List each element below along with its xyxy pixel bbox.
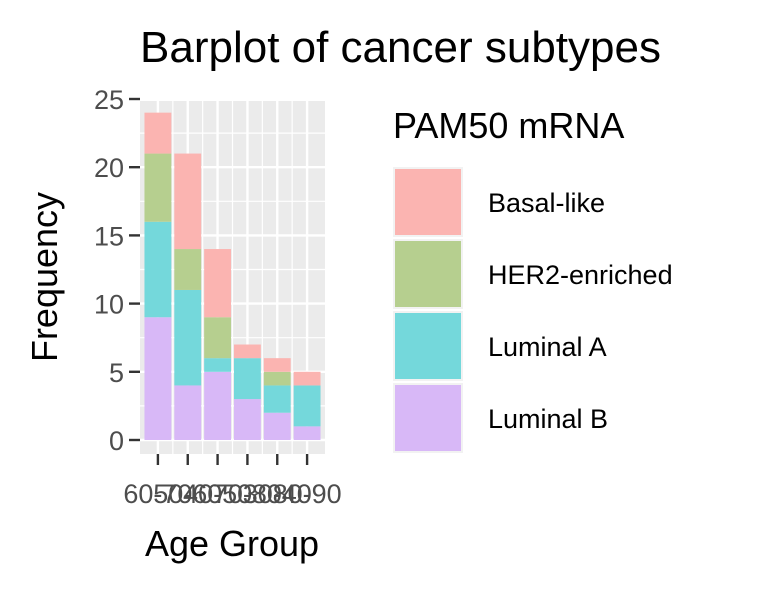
x-tick-label: 70-80: [213, 479, 282, 509]
x-tick-label: 80-90: [273, 479, 342, 509]
bar-segment: [204, 371, 232, 440]
bar-segment: [174, 385, 202, 440]
y-axis: 0 5 10 15 20 25: [94, 85, 140, 456]
y-tick-label: 20: [94, 153, 124, 183]
legend-label: Luminal B: [488, 404, 608, 434]
x-tick-label: 60-70: [123, 479, 192, 509]
bar-segment: [233, 399, 261, 440]
legend: PAM50 mRNA Basal-like HER2-enriched Lumina…: [393, 105, 673, 453]
y-axis-title: Frequency: [24, 192, 65, 362]
legend-key: [395, 169, 461, 235]
legend-key: [395, 241, 461, 307]
x-tick-label: 50-60: [153, 479, 222, 509]
x-tick-label: 40-50: [183, 479, 252, 509]
y-tick-label: 25: [94, 85, 124, 115]
bar-segment: [293, 426, 321, 440]
bar-segment: [263, 371, 291, 386]
bar-segment: [144, 317, 172, 440]
bar-segment: [204, 249, 232, 318]
legend-label: Basal-like: [488, 188, 605, 218]
y-tick-label: 10: [94, 290, 124, 320]
chart-title: Barplot of cancer subtypes: [140, 23, 661, 72]
legend-key: [395, 313, 461, 379]
bar-segment: [233, 344, 261, 359]
bar-segment: [293, 385, 321, 427]
bar-segment: [204, 358, 232, 372]
bars: [144, 112, 321, 440]
y-tick-label: 15: [94, 221, 124, 251]
bar-segment: [204, 317, 232, 359]
legend-key: [395, 385, 461, 451]
bar-segment: [144, 112, 172, 154]
y-tick-label: 0: [109, 426, 124, 456]
bar-segment: [263, 385, 291, 413]
bar-segment: [263, 358, 291, 372]
bar-segment: [263, 412, 291, 440]
bar-segment: [174, 249, 202, 290]
x-axis-title: Age Group: [145, 523, 319, 564]
x-tick-label: 30-40: [243, 479, 312, 509]
bar-segment: [144, 153, 172, 222]
bar-segment: [174, 289, 202, 386]
bar-segment: [144, 221, 172, 318]
legend-items: Basal-like HER2-enriched Luminal A Luminal …: [393, 167, 673, 453]
bar-segment: [293, 371, 321, 386]
legend-title: PAM50 mRNA: [393, 105, 624, 146]
bar-segment: [174, 153, 202, 250]
bar-segment: [233, 358, 261, 400]
legend-label: Luminal A: [488, 332, 607, 362]
y-tick-label: 5: [109, 358, 124, 388]
legend-label: HER2-enriched: [488, 260, 673, 290]
